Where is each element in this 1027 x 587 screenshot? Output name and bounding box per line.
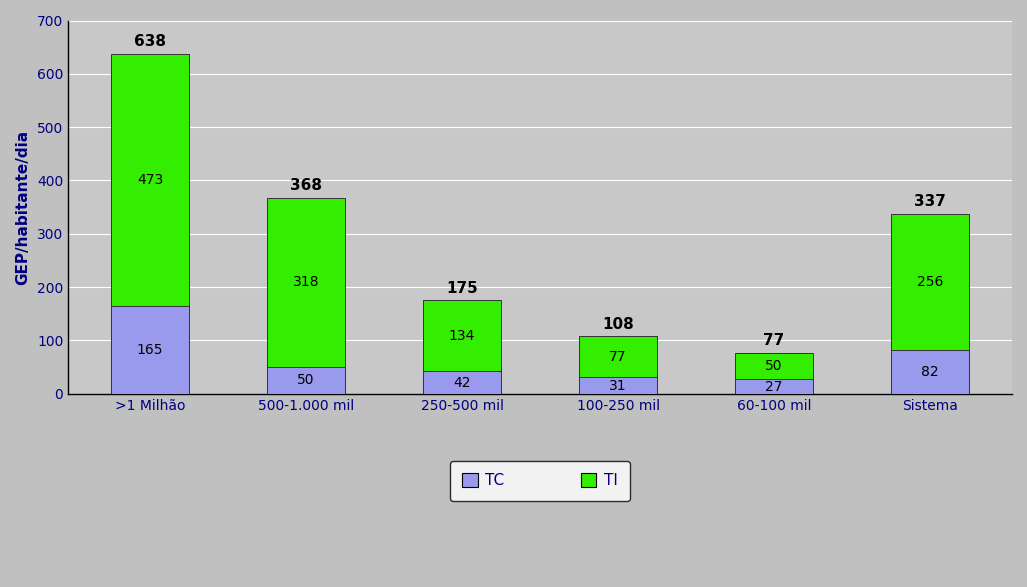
Bar bbox=[111, 53, 189, 306]
Text: 368: 368 bbox=[290, 178, 322, 193]
Y-axis label: GEP/habitante/dia: GEP/habitante/dia bbox=[15, 130, 30, 285]
Bar bbox=[111, 306, 189, 394]
Bar bbox=[579, 336, 657, 377]
Text: 337: 337 bbox=[914, 194, 946, 210]
Text: 77: 77 bbox=[763, 333, 785, 349]
Bar bbox=[735, 379, 813, 394]
Text: 318: 318 bbox=[293, 275, 319, 289]
Text: 77: 77 bbox=[609, 350, 626, 364]
Text: 256: 256 bbox=[917, 275, 943, 289]
Bar bbox=[891, 214, 969, 350]
Bar bbox=[735, 353, 813, 379]
Bar bbox=[267, 367, 345, 394]
Text: 27: 27 bbox=[765, 380, 783, 394]
Text: 473: 473 bbox=[137, 173, 163, 187]
Text: 175: 175 bbox=[446, 281, 478, 296]
Text: 50: 50 bbox=[298, 373, 315, 387]
Bar bbox=[423, 372, 501, 394]
Text: 638: 638 bbox=[135, 34, 166, 49]
Text: 82: 82 bbox=[921, 365, 939, 379]
Text: 108: 108 bbox=[602, 317, 634, 332]
Text: 42: 42 bbox=[453, 376, 470, 390]
Text: 134: 134 bbox=[449, 329, 476, 343]
Bar bbox=[579, 377, 657, 394]
Bar bbox=[423, 300, 501, 372]
Text: 165: 165 bbox=[137, 343, 163, 357]
Text: 31: 31 bbox=[609, 379, 626, 393]
Bar bbox=[267, 198, 345, 367]
Bar bbox=[891, 350, 969, 394]
Legend: TC, TI: TC, TI bbox=[450, 461, 630, 501]
Text: 50: 50 bbox=[765, 359, 783, 373]
